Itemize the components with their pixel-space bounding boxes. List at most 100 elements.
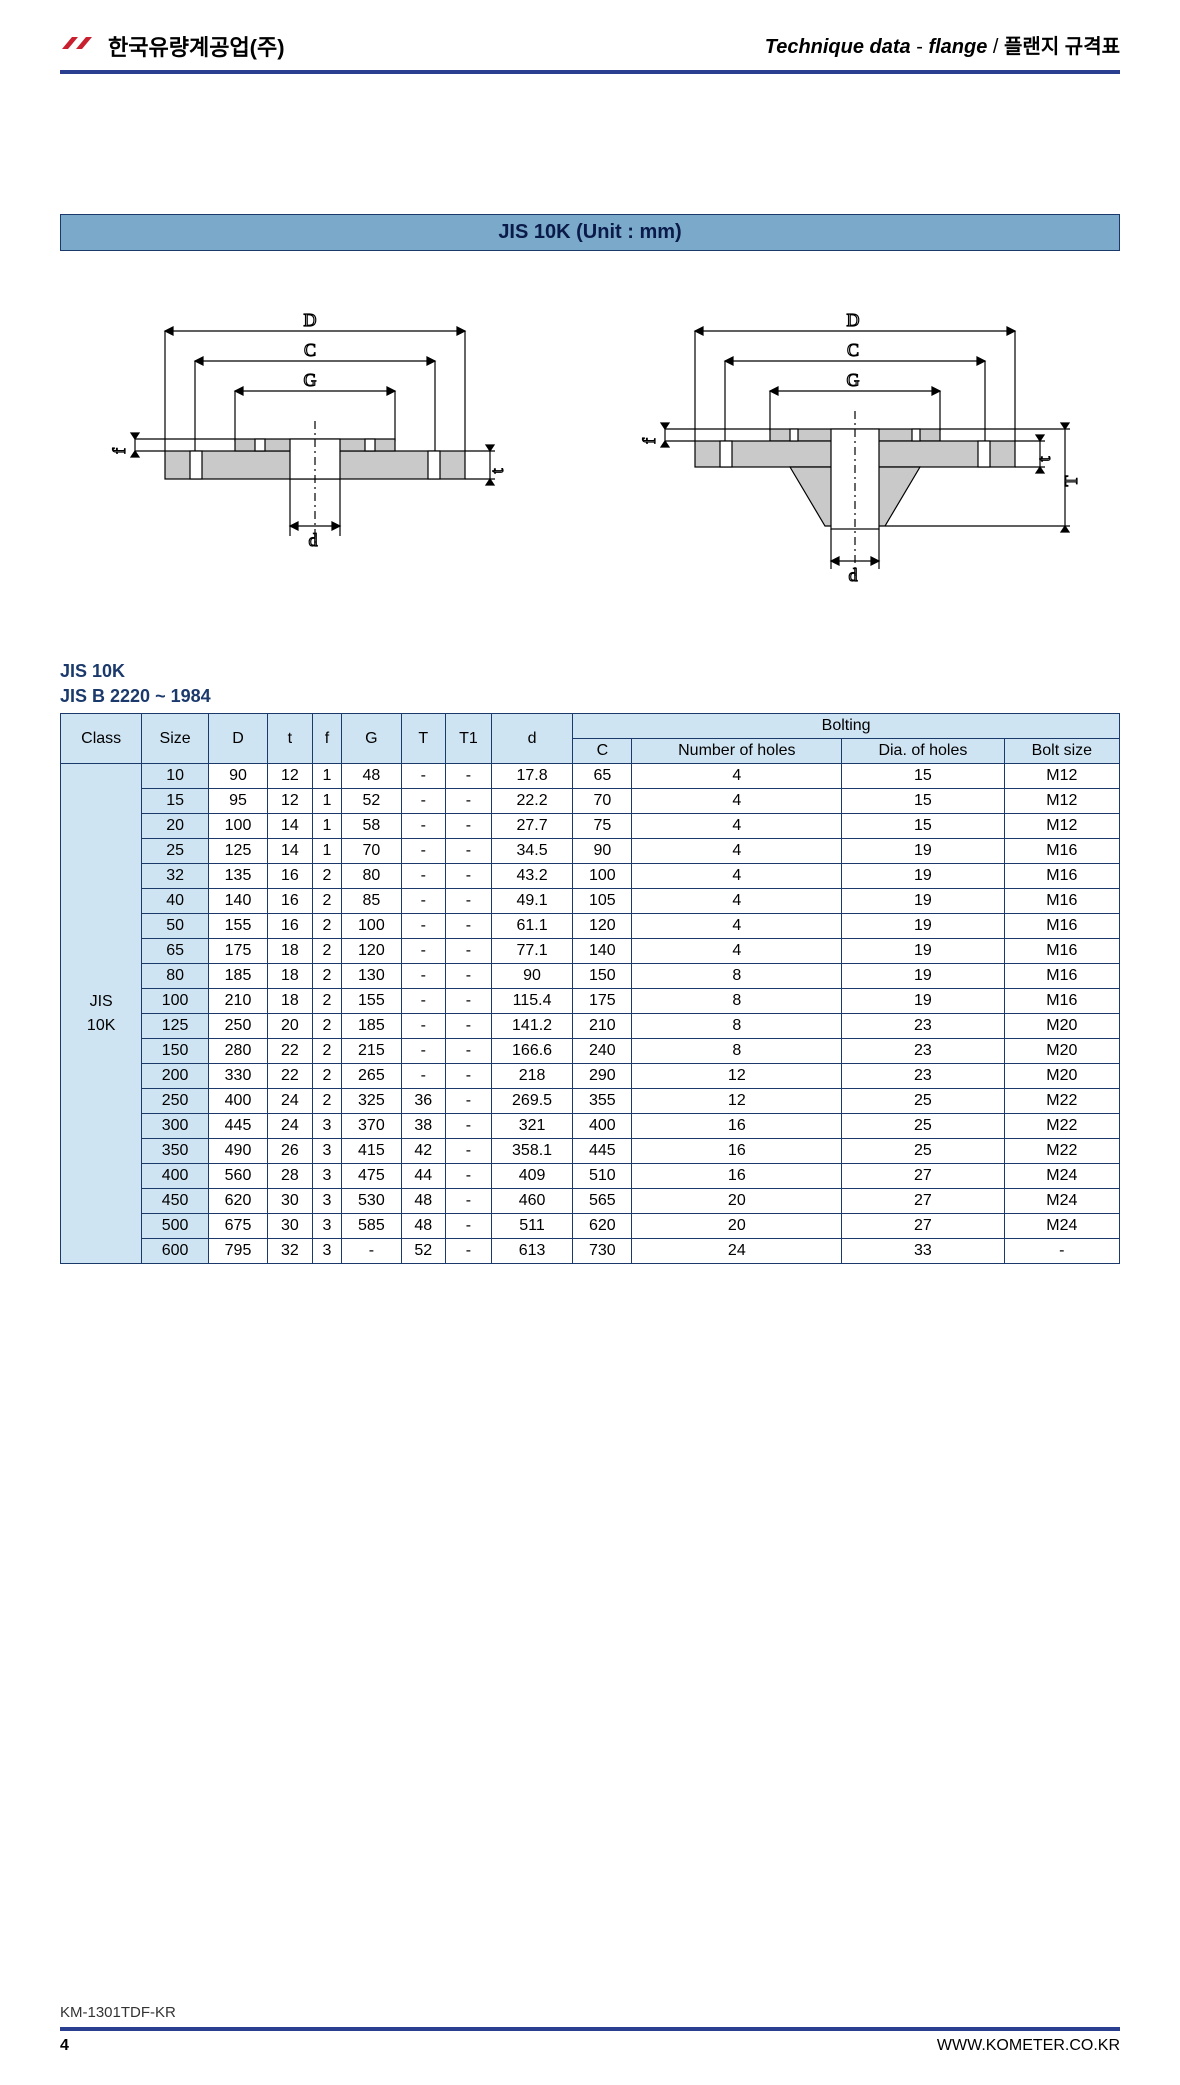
cell-f: 1 — [312, 764, 342, 789]
cell-G: 120 — [342, 939, 401, 964]
cell-bs: M16 — [1004, 939, 1119, 964]
doc-code: KM-1301TDF-KR — [60, 2004, 1120, 2021]
cell-d: 613 — [491, 1239, 572, 1264]
cell-bs: M16 — [1004, 839, 1119, 864]
cell-T1: - — [445, 839, 491, 864]
cell-nh: 4 — [632, 789, 842, 814]
cell-T1: - — [445, 1039, 491, 1064]
cell-t: 16 — [268, 864, 312, 889]
cell-nh: 20 — [632, 1189, 842, 1214]
page-header: 한국유량계공업(주) Technique data - flange / 플랜지… — [60, 30, 1120, 74]
cell-f: 2 — [312, 889, 342, 914]
svg-text:t: t — [487, 468, 507, 473]
cell-f: 2 — [312, 1014, 342, 1039]
cell-d: 166.6 — [491, 1039, 572, 1064]
cell-T1: - — [445, 1064, 491, 1089]
table-title-1: JIS 10K — [60, 661, 1120, 682]
cell-t: 22 — [268, 1039, 312, 1064]
cell-f: 2 — [312, 964, 342, 989]
cell-t: 18 — [268, 939, 312, 964]
svg-text:f: f — [109, 448, 129, 454]
cell-t: 22 — [268, 1064, 312, 1089]
cell-C: 445 — [573, 1139, 632, 1164]
cell-f: 1 — [312, 789, 342, 814]
cell-size: 15 — [142, 789, 209, 814]
spec-table: Class Size D t f G T T1 d Bolting C Numb… — [60, 713, 1120, 1264]
cell-nh: 4 — [632, 839, 842, 864]
cell-size: 65 — [142, 939, 209, 964]
cell-D: 210 — [208, 989, 267, 1014]
cell-nh: 12 — [632, 1064, 842, 1089]
cell-dh: 23 — [842, 1039, 1004, 1064]
cell-G: 130 — [342, 964, 401, 989]
cell-bs: M20 — [1004, 1064, 1119, 1089]
cell-t: 14 — [268, 814, 312, 839]
col-T1: T1 — [445, 714, 491, 764]
cell-dh: 27 — [842, 1214, 1004, 1239]
cell-G: 70 — [342, 839, 401, 864]
cell-dh: 15 — [842, 814, 1004, 839]
cell-size: 400 — [142, 1164, 209, 1189]
table-title-2: JIS B 2220 ~ 1984 — [60, 686, 1120, 707]
svg-text:D: D — [847, 311, 860, 330]
cell-nh: 4 — [632, 764, 842, 789]
cell-bs: M22 — [1004, 1139, 1119, 1164]
cell-dh: 23 — [842, 1014, 1004, 1039]
cell-nh: 8 — [632, 1039, 842, 1064]
svg-text:D: D — [304, 311, 317, 330]
cell-T1: - — [445, 889, 491, 914]
cell-d: 358.1 — [491, 1139, 572, 1164]
cell-T: - — [401, 839, 445, 864]
cell-C: 355 — [573, 1089, 632, 1114]
cell-f: 2 — [312, 1089, 342, 1114]
cell-d: 511 — [491, 1214, 572, 1239]
cell-dh: 33 — [842, 1239, 1004, 1264]
cell-bs: M20 — [1004, 1014, 1119, 1039]
cell-bs: M16 — [1004, 964, 1119, 989]
cell-dh: 19 — [842, 914, 1004, 939]
cell-dh: 25 — [842, 1114, 1004, 1139]
cell-C: 70 — [573, 789, 632, 814]
cell-nh: 4 — [632, 864, 842, 889]
cell-D: 250 — [208, 1014, 267, 1039]
cell-dh: 23 — [842, 1064, 1004, 1089]
cell-d: 115.4 — [491, 989, 572, 1014]
col-numholes: Number of holes — [632, 739, 842, 764]
cell-D: 125 — [208, 839, 267, 864]
table-row: 35049026341542-358.14451625M22 — [61, 1139, 1120, 1164]
cell-d: 43.2 — [491, 864, 572, 889]
cell-G: 215 — [342, 1039, 401, 1064]
cell-t: 28 — [268, 1164, 312, 1189]
cell-C: 90 — [573, 839, 632, 864]
cell-bs: M24 — [1004, 1214, 1119, 1239]
cell-dh: 19 — [842, 889, 1004, 914]
col-C: C — [573, 739, 632, 764]
col-bolting: Bolting — [573, 714, 1120, 739]
cell-G: - — [342, 1239, 401, 1264]
cell-d: 27.7 — [491, 814, 572, 839]
cell-T: - — [401, 914, 445, 939]
cell-dh: 15 — [842, 789, 1004, 814]
cell-C: 140 — [573, 939, 632, 964]
cell-d: 218 — [491, 1064, 572, 1089]
footer-bar: 4 WWW.KOMETER.CO.KR — [60, 2027, 1120, 2055]
cell-t: 20 — [268, 1014, 312, 1039]
cell-size: 40 — [142, 889, 209, 914]
col-f: f — [312, 714, 342, 764]
table-row: JIS10K109012148--17.865415M12 — [61, 764, 1120, 789]
cell-t: 12 — [268, 789, 312, 814]
cell-T: - — [401, 939, 445, 964]
cell-t: 32 — [268, 1239, 312, 1264]
cell-bs: M12 — [1004, 764, 1119, 789]
cell-size: 300 — [142, 1114, 209, 1139]
cell-dh: 19 — [842, 989, 1004, 1014]
header-dash: - — [911, 36, 929, 58]
cell-d: 61.1 — [491, 914, 572, 939]
cell-T: - — [401, 814, 445, 839]
cell-T1: - — [445, 964, 491, 989]
cell-size: 600 — [142, 1239, 209, 1264]
svg-text:T: T — [1061, 476, 1081, 487]
col-t: t — [268, 714, 312, 764]
svg-text:d: d — [849, 565, 858, 585]
table-row: 40056028347544-4095101627M24 — [61, 1164, 1120, 1189]
